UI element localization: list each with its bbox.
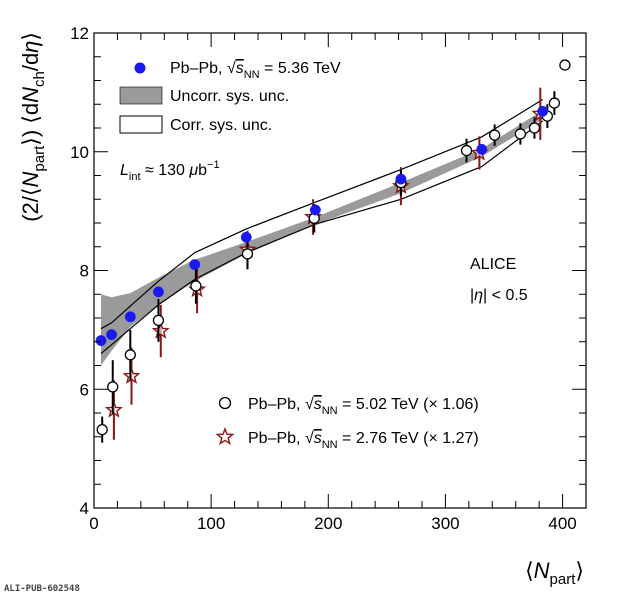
legend-marker-open-circle	[218, 396, 232, 410]
open-circle-point	[107, 381, 119, 393]
y-tick-label: 4	[80, 499, 89, 518]
blue-point	[537, 105, 549, 117]
experiment-label: ALICE	[470, 256, 516, 273]
y-tick-label: 8	[80, 262, 89, 281]
blue-point	[476, 143, 488, 155]
blue-point	[106, 329, 118, 341]
x-tick-label: 200	[314, 514, 342, 533]
open-circle-point	[488, 129, 501, 141]
legend-marker-uncorr	[119, 86, 163, 105]
star-point	[104, 400, 123, 418]
open-circle-point	[559, 59, 571, 71]
open-circle-point	[152, 314, 165, 327]
legend-label-bottom: Pb–Pb, √sNN = 5.02 TeV (× 1.06)	[248, 396, 479, 417]
blue-point	[309, 204, 321, 216]
legend-label-top: Pb–Pb, √sNN = 5.36 TeV	[170, 60, 341, 81]
open-circle-point	[528, 122, 541, 134]
legend-marker-star	[215, 427, 235, 446]
legend: Pb–Pb, √sNN = 5.36 TeV Uncorr. sys. unc. C…	[119, 60, 528, 451]
open-circle-point	[241, 248, 254, 260]
x-axis-title: ⟨Npart⟩	[525, 558, 584, 588]
y-axis-title: (2/⟨Npart⟩) ⟨dNch/dη⟩	[18, 32, 48, 222]
legend-marker-blue	[134, 62, 146, 74]
y-tick-label: 12	[70, 24, 89, 43]
open-circle-point	[514, 128, 527, 140]
star-point	[151, 321, 170, 339]
open-circle-point	[460, 144, 473, 157]
eta-cut-label: |η| < 0.5	[470, 287, 528, 304]
legend-label-top: Corr. sys. unc.	[170, 117, 272, 134]
y-tick-label: 6	[80, 380, 89, 399]
publication-id: ALI-PUB-602548	[4, 584, 80, 594]
star-point	[122, 366, 141, 384]
blue-point	[240, 231, 252, 243]
systematic-bands	[100, 98, 544, 366]
legend-label-bottom: Pb–Pb, √sNN = 2.76 TeV (× 1.27)	[248, 430, 479, 451]
blue-point	[95, 335, 107, 347]
blue-point	[124, 311, 136, 323]
corr-sys-band-lower	[100, 120, 544, 355]
blue-point	[395, 173, 407, 185]
open-circle-point	[124, 349, 136, 361]
open-circle-point	[190, 280, 202, 292]
data-markers	[95, 59, 571, 443]
axes: 0 100 200 300 400 4 6 8 10 12	[70, 24, 587, 533]
x-tick-label: 100	[197, 514, 225, 533]
x-tick-label: 400	[548, 514, 576, 533]
blue-point	[152, 286, 164, 298]
corr-sys-band-upper	[100, 98, 544, 330]
x-tick-label: 0	[89, 514, 98, 533]
uncorr-sys-band	[101, 110, 543, 366]
legend-marker-corr	[119, 115, 163, 134]
blue-point	[189, 259, 201, 271]
legend-label-top: Uncorr. sys. unc.	[170, 88, 289, 105]
open-circle-point	[96, 423, 108, 436]
y-tick-label: 10	[70, 143, 89, 162]
open-circle-point	[548, 97, 561, 109]
x-tick-label: 300	[431, 514, 459, 533]
luminosity-label: Lint ≈ 130 μb−1	[120, 159, 220, 183]
